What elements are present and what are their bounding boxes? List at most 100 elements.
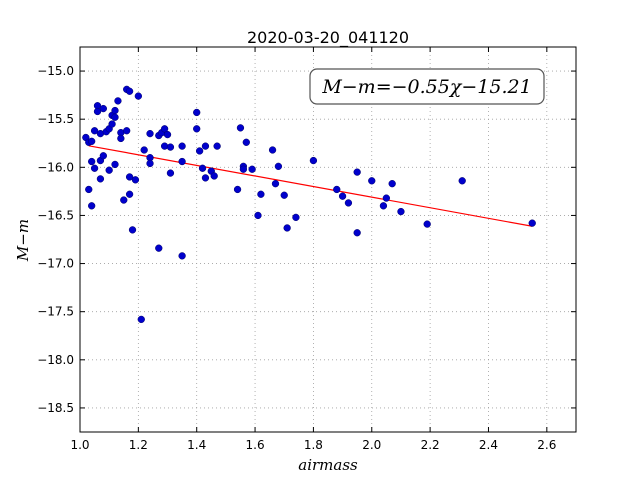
fit-line <box>88 145 533 227</box>
y-tick-label: −18.0 <box>37 353 74 367</box>
fit-line-layer <box>88 145 533 227</box>
y-tick-label: −16.5 <box>37 208 74 222</box>
x-tick-label: 1.0 <box>70 438 89 452</box>
data-point <box>195 147 204 155</box>
equation-box-frame <box>309 68 545 105</box>
data-point <box>353 229 361 237</box>
data-point <box>90 127 99 135</box>
data-point <box>178 252 186 260</box>
x-tick-label: 1.4 <box>187 438 206 452</box>
data-point <box>88 202 96 210</box>
data-point <box>528 219 536 227</box>
data-point <box>90 164 99 172</box>
fit-equation: M−m=−0.55χ−15.21 <box>321 76 531 98</box>
data-point <box>99 152 107 160</box>
data-point <box>146 159 154 168</box>
data-point <box>88 157 96 166</box>
data-point <box>111 106 119 115</box>
plot-area-frame <box>79 46 577 433</box>
fit-equation-box: M−m=−0.55χ−15.21 <box>309 68 545 105</box>
data-point <box>338 192 347 200</box>
data-point <box>125 190 134 198</box>
data-point <box>257 190 265 198</box>
grid <box>79 47 576 432</box>
data-point <box>99 104 107 113</box>
data-point <box>210 172 218 180</box>
data-point <box>146 129 154 138</box>
x-tick-label: 1.2 <box>129 438 148 452</box>
x-tick-label: 2.0 <box>362 438 381 452</box>
data-point <box>280 191 288 199</box>
data-point <box>193 108 201 117</box>
y-tick-label: −15.5 <box>37 112 74 126</box>
data-point <box>201 174 210 182</box>
data-point <box>242 138 250 146</box>
data-point <box>131 176 140 184</box>
data-point <box>140 146 148 154</box>
data-point <box>105 166 113 174</box>
data-point <box>155 244 163 252</box>
data-point <box>88 137 96 145</box>
data-points <box>82 85 536 324</box>
x-tick-label: 2.2 <box>421 438 440 452</box>
y-tick-label: −17.5 <box>37 305 74 319</box>
data-point <box>163 130 172 139</box>
data-point <box>198 164 207 172</box>
data-point <box>344 199 353 207</box>
data-point <box>85 185 93 194</box>
data-point <box>178 142 186 150</box>
y-tick-label: −18.5 <box>37 401 74 415</box>
data-point <box>379 202 388 210</box>
x-tick-label: 2.6 <box>537 438 556 452</box>
data-point <box>333 185 341 194</box>
data-point <box>283 224 291 232</box>
data-point <box>239 165 248 173</box>
data-point <box>397 207 405 216</box>
data-point <box>274 162 283 171</box>
data-point <box>423 220 431 228</box>
data-point <box>120 196 128 204</box>
data-point <box>111 113 119 121</box>
data-point <box>248 165 256 173</box>
data-point <box>166 169 175 177</box>
axis-ticks: 1.0 1.2 1.4 1.6 1.8 2.0 2.2 2.4 2.6 −15.0 −15.5 −16… <box>37 47 576 452</box>
data-point <box>137 315 145 324</box>
data-point <box>236 124 245 132</box>
data-point <box>201 142 210 150</box>
data-point <box>128 226 137 234</box>
data-point <box>213 142 221 150</box>
data-point <box>271 180 280 188</box>
data-point <box>117 134 125 143</box>
chart-title: 2020-03-20_041120 <box>247 28 409 48</box>
data-point <box>292 213 300 222</box>
x-tick-label: 1.8 <box>304 438 323 452</box>
data-point <box>193 125 201 133</box>
x-tick-label: 1.6 <box>246 438 265 452</box>
data-point <box>382 194 391 202</box>
data-point <box>96 175 105 183</box>
x-axis-label: airmass <box>298 456 358 474</box>
data-point <box>233 185 242 194</box>
y-tick-label: −16.0 <box>37 160 74 174</box>
data-point <box>353 168 361 176</box>
data-point <box>268 146 277 154</box>
data-point <box>254 211 262 220</box>
y-tick-label: −15.0 <box>37 64 74 78</box>
data-point <box>108 120 116 128</box>
data-point <box>178 157 186 166</box>
data-point <box>458 177 466 185</box>
x-tick-label: 2.4 <box>479 438 498 452</box>
data-point <box>368 177 376 185</box>
data-point <box>134 92 143 100</box>
data-point <box>309 156 318 165</box>
data-point <box>125 87 134 95</box>
y-tick-label: −17.0 <box>37 257 74 271</box>
y-axis-label: M−m <box>14 219 32 262</box>
data-point <box>93 107 102 116</box>
data-point <box>166 143 175 151</box>
data-point <box>123 127 131 135</box>
data-point <box>111 160 119 169</box>
data-point <box>388 180 396 188</box>
data-point <box>160 125 169 133</box>
